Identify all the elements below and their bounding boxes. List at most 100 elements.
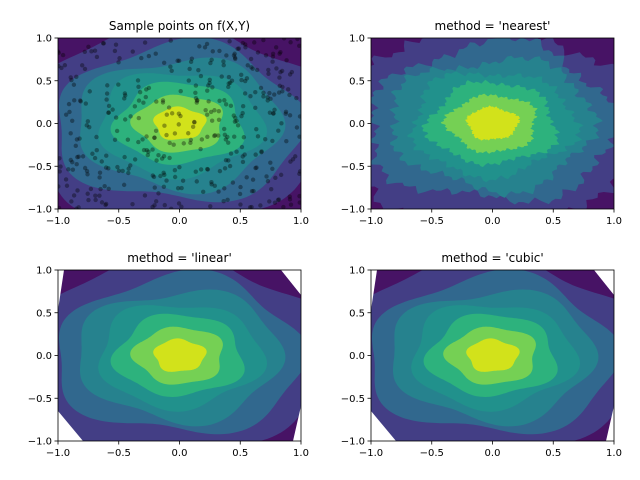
- sample-point: [136, 98, 142, 103]
- sample-point: [206, 83, 211, 88]
- sample-point: [103, 165, 109, 170]
- sample-point: [217, 48, 222, 54]
- y-tick-label: 1.0: [349, 266, 365, 277]
- sample-point: [68, 75, 73, 80]
- sample-point: [162, 172, 167, 178]
- sample-point: [180, 178, 186, 183]
- sample-point: [130, 201, 135, 207]
- sample-point: [175, 58, 180, 63]
- sample-point: [244, 175, 249, 180]
- hull-gap: [371, 270, 377, 310]
- sample-point: [205, 134, 210, 139]
- sample-point: [93, 197, 98, 203]
- sample-point: [126, 166, 131, 171]
- subplot-3: −1.0−1.0 −0.5 −0.5 0.0 0.0 0.5 0.5 1.0 1.0 method…: [28, 251, 309, 459]
- sample-point: [290, 157, 296, 162]
- sample-point: [85, 191, 90, 196]
- y-tick-label: 0.0: [36, 351, 52, 362]
- sample-point: [72, 98, 77, 103]
- sample-point: [275, 197, 281, 203]
- sample-point: [237, 191, 243, 197]
- sample-point: [89, 49, 94, 54]
- sample-point: [82, 165, 88, 171]
- sample-point: [217, 168, 223, 174]
- sample-point: [210, 85, 215, 90]
- sample-point: [274, 66, 279, 71]
- sample-point: [122, 91, 128, 96]
- sample-point: [194, 179, 199, 184]
- sample-point: [255, 134, 261, 139]
- sample-point: [135, 78, 141, 83]
- sample-point: [58, 49, 61, 54]
- sample-point: [277, 51, 282, 56]
- sample-point: [235, 46, 240, 52]
- sample-point: [160, 100, 166, 105]
- sample-point: [68, 157, 73, 163]
- sample-point: [193, 90, 198, 96]
- sample-point: [270, 59, 275, 64]
- sample-points: [58, 38, 301, 209]
- sample-point: [276, 90, 282, 95]
- sample-point: [228, 103, 234, 109]
- sample-point: [152, 135, 157, 140]
- sample-point: [169, 111, 175, 116]
- x-tick-label: 1.0: [606, 216, 622, 227]
- sample-point: [152, 135, 157, 140]
- sample-point: [88, 186, 94, 192]
- sample-point: [273, 175, 278, 181]
- sample-point: [187, 66, 192, 72]
- sample-point: [179, 204, 184, 209]
- sample-point: [223, 157, 229, 163]
- sample-point: [263, 53, 269, 58]
- sample-point: [153, 128, 159, 133]
- sample-point: [123, 93, 128, 98]
- sample-point: [103, 202, 108, 208]
- sample-point: [181, 141, 186, 146]
- sample-point: [234, 149, 239, 154]
- sample-point: [226, 81, 231, 86]
- sample-point: [161, 60, 167, 66]
- contour-level-7: [153, 338, 207, 372]
- sample-point: [249, 65, 254, 70]
- sample-point: [253, 105, 258, 111]
- sample-point: [277, 83, 283, 89]
- sample-point: [103, 201, 109, 207]
- sample-point: [209, 182, 214, 187]
- sample-point: [132, 104, 138, 109]
- x-tick-label: 0.5: [545, 448, 561, 459]
- sample-point: [130, 49, 135, 54]
- sample-point: [150, 173, 156, 178]
- sample-point: [297, 169, 301, 174]
- sample-point: [86, 44, 91, 49]
- sample-point: [198, 167, 204, 172]
- subplot-title: method = 'nearest': [435, 19, 551, 33]
- sample-point: [231, 113, 236, 118]
- x-tick-label: 1.0: [293, 448, 309, 459]
- y-tick-label: 0.5: [36, 76, 52, 87]
- sample-point: [221, 59, 226, 64]
- sample-point: [247, 205, 253, 209]
- sample-point: [277, 75, 282, 80]
- sample-point: [106, 103, 112, 109]
- sample-point: [216, 133, 221, 138]
- sample-point: [176, 201, 182, 206]
- sample-point: [66, 167, 71, 172]
- sample-point: [267, 90, 272, 96]
- sample-point: [251, 188, 256, 194]
- sample-point: [116, 60, 121, 65]
- sample-point: [268, 96, 273, 102]
- sample-point: [74, 162, 79, 167]
- sample-point: [70, 167, 76, 172]
- sample-point: [194, 98, 200, 103]
- sample-point: [281, 38, 287, 41]
- y-tick-label: 0.5: [36, 308, 52, 319]
- sample-point: [243, 45, 248, 50]
- sample-point: [152, 203, 157, 208]
- sample-point: [258, 203, 263, 208]
- sample-point: [232, 51, 237, 56]
- sample-point: [223, 102, 229, 107]
- y-tick-label: −1.0: [341, 437, 365, 448]
- sample-point: [98, 186, 103, 192]
- sample-point: [265, 178, 271, 184]
- sample-point: [188, 140, 193, 146]
